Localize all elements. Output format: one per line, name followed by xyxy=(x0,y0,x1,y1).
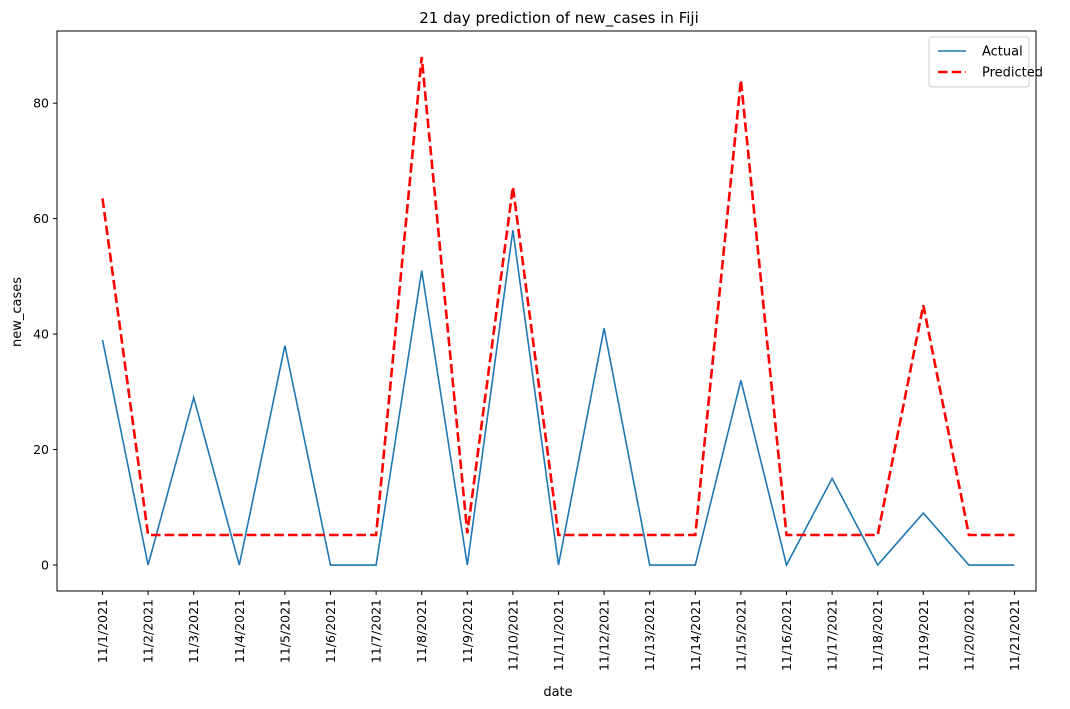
y-tick-label: 80 xyxy=(33,96,49,111)
x-tick-label: 11/4/2021 xyxy=(232,599,247,663)
y-tick-label: 60 xyxy=(33,211,49,226)
x-tick-label: 11/11/2021 xyxy=(551,599,566,671)
x-axis-label: date xyxy=(543,685,572,700)
x-tick-label: 11/19/2021 xyxy=(916,599,931,671)
x-tick-label: 11/5/2021 xyxy=(277,599,292,663)
x-tick-label: 11/17/2021 xyxy=(825,599,840,671)
legend-box xyxy=(928,36,1030,88)
chart-title: 21 day prediction of new_cases in Fiji xyxy=(419,9,699,28)
series-line-actual xyxy=(101,230,1015,568)
x-tick-label: 11/6/2021 xyxy=(323,599,338,663)
y-tick-label: 0 xyxy=(41,558,49,573)
y-axis-label: new_cases xyxy=(10,277,25,347)
x-tick-label: 11/7/2021 xyxy=(369,599,384,663)
y-tick-label: 20 xyxy=(33,442,49,457)
x-tick-label: 11/3/2021 xyxy=(186,599,201,663)
x-tick-label: 11/15/2021 xyxy=(733,599,748,671)
x-tick-label: 11/12/2021 xyxy=(597,599,612,671)
plot-area: 0 20 40 60 80 11/1/2021 11/2/2021 11/3/2021 11/4… xyxy=(33,30,1037,671)
x-tick-label: 11/10/2021 xyxy=(505,599,520,671)
y-tick-label: 40 xyxy=(33,327,49,342)
x-tick-label: 11/13/2021 xyxy=(642,599,657,671)
x-tick-label: 11/1/2021 xyxy=(95,599,110,663)
legend-label-predicted: Predicted xyxy=(982,66,1043,81)
x-tick-label: 11/14/2021 xyxy=(688,599,703,671)
x-tick-label: 11/2/2021 xyxy=(141,599,156,663)
plot-frame xyxy=(56,30,1037,592)
x-tick-label: 11/21/2021 xyxy=(1007,599,1022,671)
legend: Actual Predicted xyxy=(928,36,1043,88)
x-tick-label: 11/16/2021 xyxy=(779,599,794,671)
x-tick-label: 11/8/2021 xyxy=(414,599,429,663)
legend-label-actual: Actual xyxy=(982,45,1023,60)
x-tick-label: 11/20/2021 xyxy=(961,599,976,671)
x-tick-label: 11/9/2021 xyxy=(460,599,475,663)
x-tick-label: 11/18/2021 xyxy=(870,599,885,671)
series-line-predicted xyxy=(101,56,1015,537)
